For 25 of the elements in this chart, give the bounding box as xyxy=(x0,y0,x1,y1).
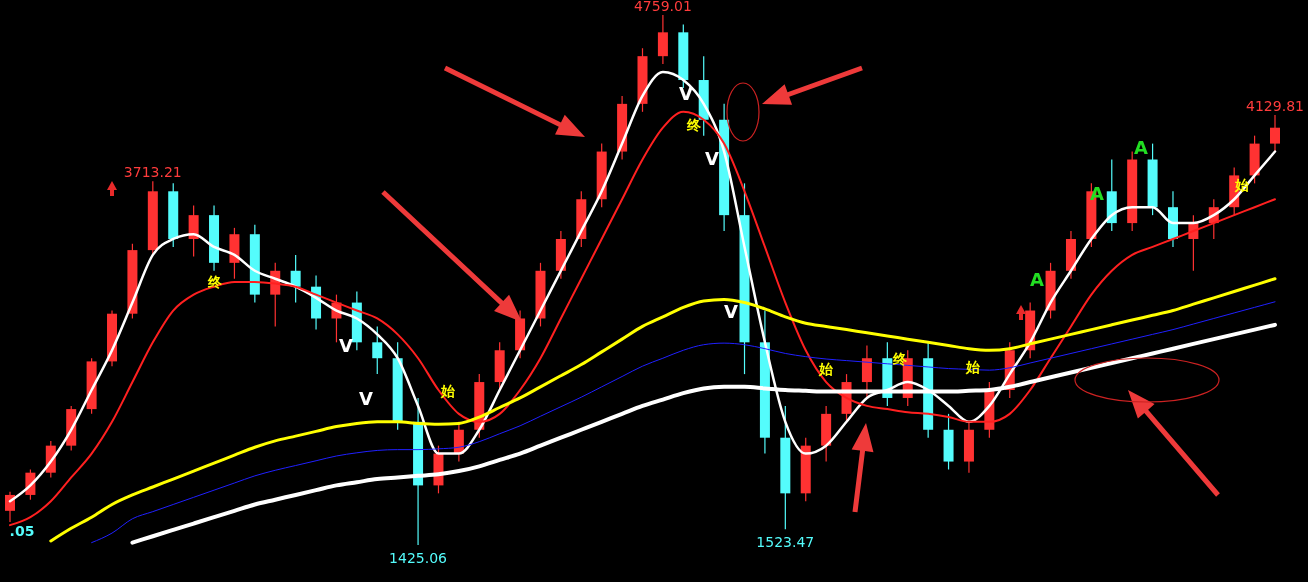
annotation: V xyxy=(339,335,354,356)
annotation: A xyxy=(1134,137,1149,158)
annotation: 终 xyxy=(686,117,702,133)
annotation: 终 xyxy=(892,351,908,367)
annotation: A xyxy=(1030,269,1045,290)
annotation: 终 xyxy=(207,274,223,290)
candlestick xyxy=(290,254,301,304)
annotation: V xyxy=(724,301,739,322)
candlestick xyxy=(372,325,383,375)
candlestick xyxy=(861,344,872,399)
annotation: .05 xyxy=(9,523,35,539)
annotation: 4129.81 xyxy=(1246,98,1304,115)
annotation: 3713.21 xyxy=(123,164,182,181)
annotation: V xyxy=(679,83,694,104)
annotation: 4759.01 xyxy=(633,0,692,14)
candlestick xyxy=(657,14,668,65)
candlestick xyxy=(5,491,15,523)
annotation: 始 xyxy=(1234,177,1250,193)
candlestick xyxy=(1270,114,1280,153)
annotation: V xyxy=(705,148,720,169)
annotation: 始 xyxy=(818,361,834,377)
annotation: 1425.06 xyxy=(389,550,448,566)
annotation: 1523.47 xyxy=(756,534,815,551)
annotation: 始 xyxy=(440,383,456,399)
annotation: V xyxy=(359,388,374,409)
